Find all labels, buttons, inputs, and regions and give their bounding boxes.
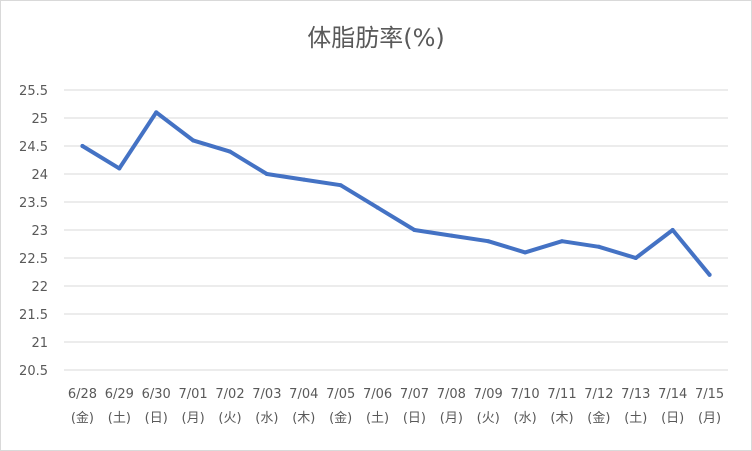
x-tick-label: 7/04 (木) xyxy=(289,387,318,426)
y-tick-label: 24.5 xyxy=(19,140,48,155)
data-point xyxy=(633,256,638,260)
x-tick-label: 6/29 (土) xyxy=(105,387,134,426)
data-point xyxy=(264,172,269,176)
x-tick-label: 7/09 (火) xyxy=(474,387,503,426)
grid-lines xyxy=(64,89,728,371)
x-tick-label: 6/30 (日) xyxy=(142,387,171,426)
y-tick-label: 20.5 xyxy=(19,364,48,379)
data-point xyxy=(596,244,601,249)
x-tick-label: 7/15 (月) xyxy=(695,387,724,426)
data-point xyxy=(154,110,159,115)
y-axis: 20.5 21 21.5 22 22.5 23 23.5 24 24.5 25 25.5 xyxy=(19,84,48,379)
x-tick-label: 7/08 (月) xyxy=(437,387,466,426)
x-tick-label: 7/14 (日) xyxy=(658,387,687,426)
data-point xyxy=(117,166,122,171)
y-tick-label: 21.5 xyxy=(19,308,48,323)
y-tick-label: 22.5 xyxy=(19,252,48,267)
series-line xyxy=(80,110,712,277)
data-point xyxy=(80,144,85,148)
data-point xyxy=(707,272,712,277)
data-point xyxy=(560,239,564,244)
y-tick-label: 21 xyxy=(31,336,48,351)
y-tick-label: 24 xyxy=(31,168,48,183)
data-point xyxy=(670,228,675,232)
data-point xyxy=(375,205,380,210)
data-point xyxy=(301,177,306,182)
data-point xyxy=(486,239,491,244)
data-point xyxy=(191,138,196,143)
data-point xyxy=(523,250,528,255)
x-tick-label: 7/01 (月) xyxy=(179,387,208,426)
data-point xyxy=(412,228,417,232)
x-tick-label: 7/05 (金) xyxy=(326,387,355,426)
x-tick-label: 7/02 (火) xyxy=(215,387,244,426)
x-tick-label: 7/13 (土) xyxy=(621,387,650,426)
x-tick-label: 7/11 (木) xyxy=(547,387,576,426)
data-point xyxy=(338,183,343,188)
series-group xyxy=(80,110,712,277)
x-tick-label: 7/12 (金) xyxy=(584,387,613,426)
y-tick-label: 22 xyxy=(31,280,48,295)
x-tick-label: 7/10 (水) xyxy=(511,387,540,426)
x-tick-label: 6/28 (金) xyxy=(68,387,97,426)
data-point xyxy=(449,233,454,238)
y-tick-label: 25.5 xyxy=(19,84,48,99)
chart-title: 体脂肪率(%) xyxy=(307,24,445,52)
y-tick-label: 25 xyxy=(31,112,48,127)
data-point xyxy=(228,149,232,154)
x-tick-label: 7/06 (土) xyxy=(363,387,392,426)
x-axis: 6/28 (金) 6/29 (土) 6/30 (日) 7/01 (月)7/02 (火) 7/03(… xyxy=(68,387,724,426)
y-tick-label: 23.5 xyxy=(19,196,48,211)
x-tick-label: 7/07 (日) xyxy=(400,387,429,426)
y-tick-label: 23 xyxy=(31,224,48,239)
x-tick-label: 7/03 (水) xyxy=(252,387,281,426)
